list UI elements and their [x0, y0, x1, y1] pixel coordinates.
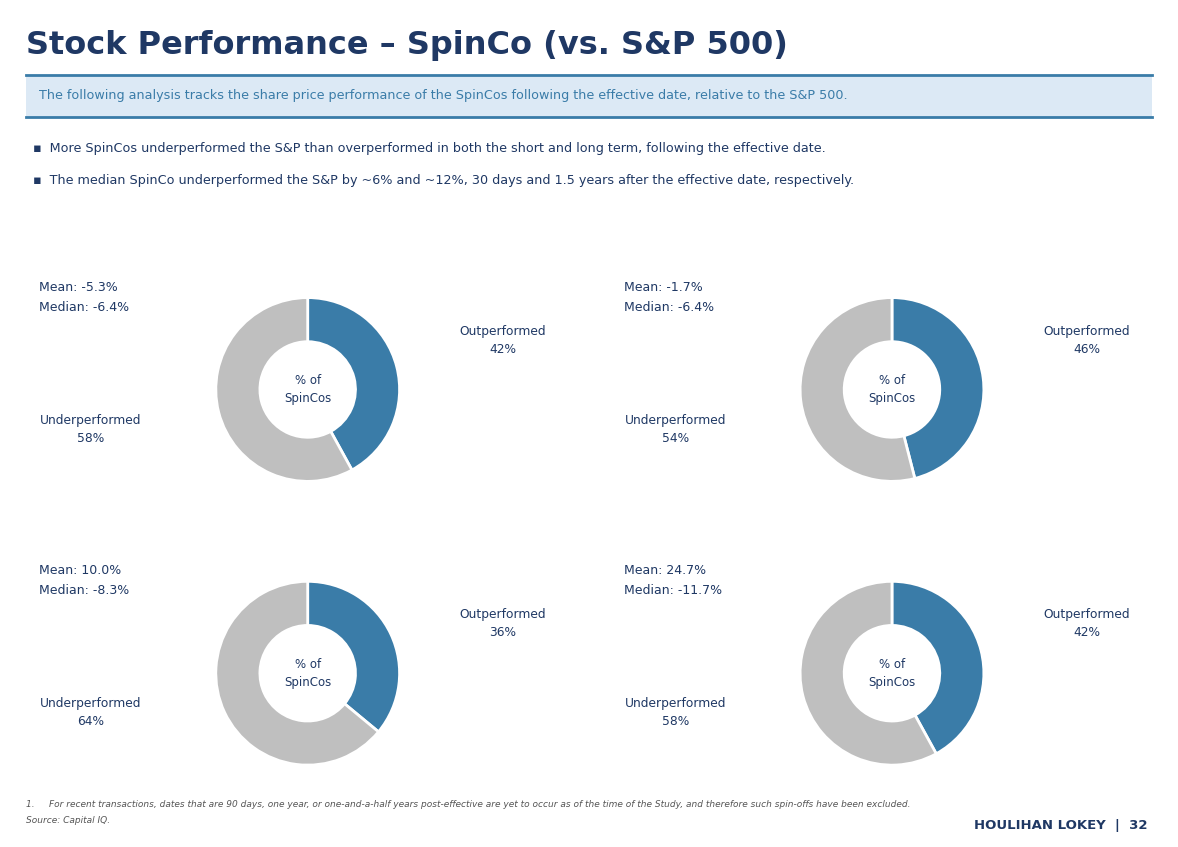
Text: ▪  The median SpinCo underperformed the S&P by ~6% and ~12%, 30 days and 1.5 yea: ▪ The median SpinCo underperformed the S… [33, 174, 854, 186]
Text: 1.     For recent transactions, dates that are 90 days, one year, or one-and-a-h: 1. For recent transactions, dates that a… [26, 800, 911, 810]
Text: Outperformed
42%: Outperformed 42% [459, 324, 547, 356]
Wedge shape [800, 297, 915, 481]
Text: 1.5 Years$^{1}$: 1.5 Years$^{1}$ [836, 519, 926, 538]
Text: 1 Year$^{1}$: 1 Year$^{1}$ [265, 519, 329, 538]
Text: Underperformed
58%: Underperformed 58% [624, 697, 726, 728]
Wedge shape [307, 297, 399, 470]
Text: The following analysis tracks the share price performance of the SpinCos followi: The following analysis tracks the share … [39, 89, 848, 102]
Wedge shape [216, 297, 352, 481]
Text: 30 Days: 30 Days [263, 237, 331, 252]
Text: Underperformed
54%: Underperformed 54% [624, 413, 726, 445]
Wedge shape [892, 581, 984, 754]
Text: % of
SpinCos: % of SpinCos [868, 374, 915, 405]
Text: % of
SpinCos: % of SpinCos [284, 658, 331, 689]
Text: Mean: 24.7%
Median: -11.7%: Mean: 24.7% Median: -11.7% [624, 564, 722, 597]
Text: % of
SpinCos: % of SpinCos [284, 374, 331, 405]
Text: Stock Performance – SpinCo (vs. S&P 500): Stock Performance – SpinCo (vs. S&P 500) [26, 30, 788, 61]
Wedge shape [892, 297, 984, 479]
Text: Outperformed
42%: Outperformed 42% [1044, 608, 1131, 639]
Text: SpinCo Performance Relative to S&P 500 Performance (Following Effective Date): SpinCo Performance Relative to S&P 500 P… [254, 198, 924, 213]
Text: Underperformed
64%: Underperformed 64% [40, 697, 141, 728]
Text: Source: Capital IQ.: Source: Capital IQ. [26, 816, 110, 825]
Text: ▪  More SpinCos underperformed the S&P than overperformed in both the short and : ▪ More SpinCos underperformed the S&P th… [33, 142, 826, 155]
Text: Mean: -1.7%
Median: -6.4%: Mean: -1.7% Median: -6.4% [624, 280, 714, 313]
Wedge shape [216, 581, 378, 765]
Wedge shape [307, 581, 399, 732]
Text: Mean: 10.0%
Median: -8.3%: Mean: 10.0% Median: -8.3% [40, 564, 130, 597]
Text: Underperformed
58%: Underperformed 58% [40, 413, 141, 445]
Text: Outperformed
46%: Outperformed 46% [1044, 324, 1131, 356]
Text: Outperformed
36%: Outperformed 36% [459, 608, 547, 639]
Text: % of
SpinCos: % of SpinCos [868, 658, 915, 689]
Text: 90 Days$^{1}$: 90 Days$^{1}$ [843, 234, 919, 256]
Text: HOULIHAN LOKEY  |  32: HOULIHAN LOKEY | 32 [974, 819, 1147, 833]
Text: Mean: -5.3%
Median: -6.4%: Mean: -5.3% Median: -6.4% [40, 280, 130, 313]
Wedge shape [800, 581, 937, 765]
